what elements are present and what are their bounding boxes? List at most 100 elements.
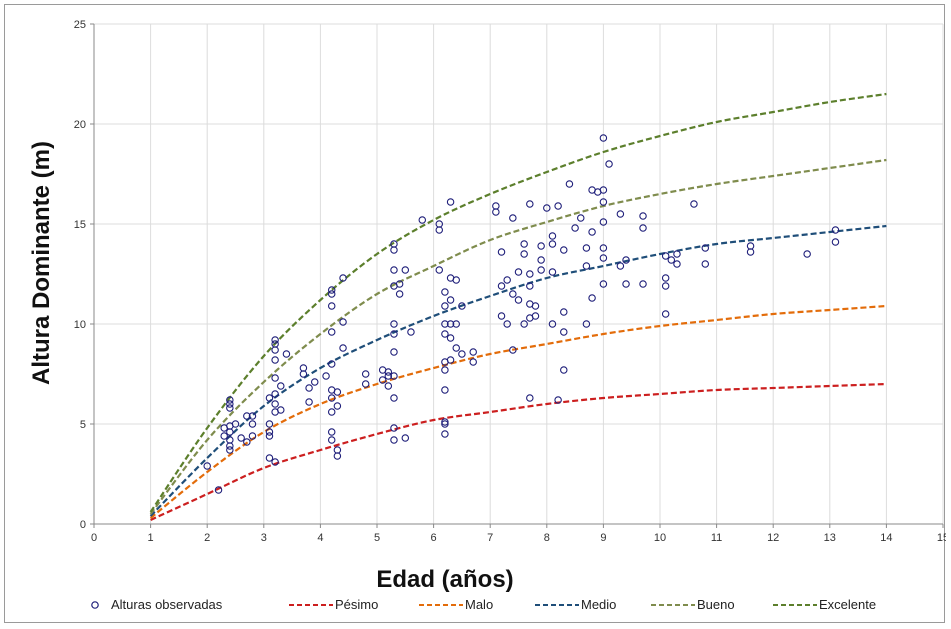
observed-point [746, 248, 755, 256]
observed-point [282, 350, 291, 358]
observed-point [390, 436, 398, 444]
observed-point [831, 226, 840, 234]
observed-point [441, 366, 449, 374]
observed-point [548, 232, 557, 240]
observed-point [560, 328, 568, 336]
legend-label: Alturas observadas [111, 597, 223, 612]
observed-point [271, 400, 279, 408]
observed-point [299, 370, 308, 378]
observed-point [435, 266, 444, 274]
observed-point [333, 388, 342, 396]
observed-point [509, 214, 517, 222]
x-tick-label: 8 [544, 532, 550, 544]
observed-point [803, 250, 811, 258]
observed-point [248, 412, 257, 420]
y-tick-label: 20 [74, 119, 86, 131]
observed-point [543, 204, 551, 212]
observed-point [514, 268, 523, 276]
observed-point [588, 294, 596, 302]
observed-point [322, 372, 330, 380]
x-tick-label: 2 [204, 532, 210, 544]
observed-point [441, 386, 449, 394]
y-tick-label: 15 [74, 219, 86, 231]
observed-point [271, 390, 279, 398]
observed-point [361, 370, 370, 378]
observed-point [503, 276, 511, 284]
observed-point [237, 434, 245, 442]
observed-point [333, 452, 342, 460]
observed-point [577, 214, 585, 222]
curve-bueno [149, 158, 887, 515]
y-axis-title: Altura Dominante (m) [28, 141, 55, 385]
observed-point [271, 374, 279, 382]
observed-point [588, 228, 596, 236]
observed-point [831, 238, 840, 246]
observed-point [441, 320, 449, 328]
observed-point [667, 256, 676, 264]
observed-point [452, 320, 460, 328]
y-tick-label: 10 [74, 319, 86, 331]
observed-point [277, 382, 285, 390]
observed-point [458, 302, 466, 310]
observed-point [520, 240, 528, 248]
x-tick-labels: 0123456789101112131415 [91, 532, 946, 544]
observed-point [441, 420, 449, 428]
gridlines [93, 23, 944, 525]
observed-point [327, 428, 336, 436]
observed-point [446, 356, 455, 364]
observed-point [639, 224, 647, 232]
observed-point [248, 420, 257, 428]
curve-malo [149, 304, 887, 519]
legend-label: Medio [581, 597, 616, 612]
observed-point [599, 254, 608, 262]
observed-point [339, 344, 347, 352]
observed-point [441, 288, 449, 296]
observed-point [599, 244, 608, 252]
observed-point [537, 266, 545, 274]
observed-point [390, 394, 398, 402]
legend-label: Malo [465, 597, 493, 612]
observed-point [327, 394, 336, 402]
curve-medio [149, 224, 887, 517]
observed-point [599, 198, 608, 206]
observed-point [554, 202, 562, 210]
observed-point [673, 260, 681, 268]
observed-point [509, 346, 517, 354]
observed-point [531, 312, 540, 320]
observed-point [248, 432, 257, 440]
observed-point [746, 242, 755, 250]
x-tick-label: 6 [431, 532, 437, 544]
observed-point [327, 328, 336, 336]
observed-point [305, 384, 313, 392]
observed-point [401, 434, 410, 442]
observed-point [265, 454, 274, 462]
observed-point [226, 446, 234, 454]
x-tick-label: 1 [148, 532, 154, 544]
observed-point [327, 286, 336, 294]
observed-point [226, 428, 234, 436]
observed-point [327, 302, 336, 310]
legend-label: Bueno [697, 597, 735, 612]
observed-point [243, 438, 251, 446]
x-tick-label: 11 [711, 532, 722, 544]
observed-point [339, 274, 347, 282]
observed-point [526, 270, 534, 278]
observed-point [560, 308, 568, 316]
observed-point [214, 486, 223, 494]
observed-point [605, 160, 613, 168]
site-index-curves [149, 92, 887, 521]
observed-point [327, 408, 336, 416]
legend-label: Pésimo [335, 597, 378, 612]
observed-point [277, 406, 285, 414]
observed-point [226, 396, 234, 404]
observed-point [497, 282, 506, 290]
observed-point [395, 280, 404, 288]
observed-point [361, 380, 370, 388]
observed-point [226, 400, 234, 408]
observed-point [390, 330, 398, 338]
observed-point [378, 376, 387, 384]
observed-point [441, 430, 449, 438]
legend: Alturas observadas Pésimo Malo Medio Bueno Ex… [91, 597, 876, 612]
y-tick-label: 0 [80, 519, 86, 531]
